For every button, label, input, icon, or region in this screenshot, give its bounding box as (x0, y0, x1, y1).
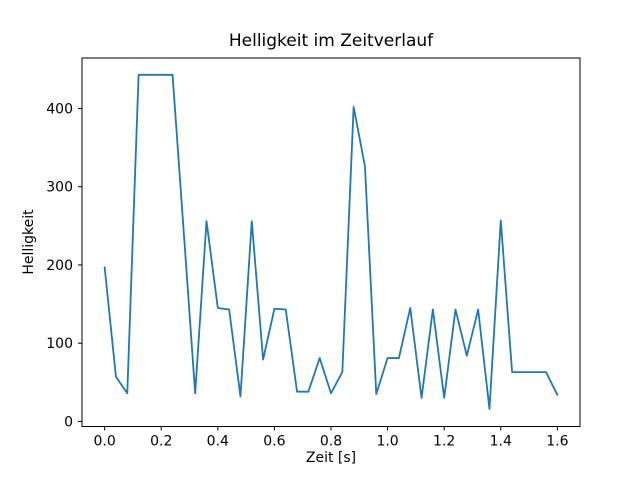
y-tick-label: 400 (46, 101, 73, 117)
x-tick-label: 1.6 (546, 434, 568, 450)
x-tick-label: 1.4 (490, 434, 512, 450)
chart-title: Helligkeit im Zeitverlauf (228, 31, 434, 51)
y-tick-label: 200 (46, 258, 73, 274)
y-tick-label: 0 (64, 414, 73, 430)
x-tick-label: 0.0 (94, 434, 116, 450)
x-tick-label: 0.2 (150, 434, 172, 450)
axes-frame (81, 57, 581, 427)
x-tick-label: 1.0 (376, 434, 398, 450)
x-tick-label: 0.8 (320, 434, 342, 450)
x-axis-label: Zeit [s] (305, 450, 357, 466)
x-tick-label: 0.4 (207, 434, 229, 450)
data-line (103, 73, 559, 410)
y-tick-label: 100 (46, 336, 73, 352)
x-tick-label: 1.2 (433, 434, 455, 450)
y-tick-label: 300 (46, 180, 73, 196)
x-tick-label: 0.6 (263, 434, 285, 450)
